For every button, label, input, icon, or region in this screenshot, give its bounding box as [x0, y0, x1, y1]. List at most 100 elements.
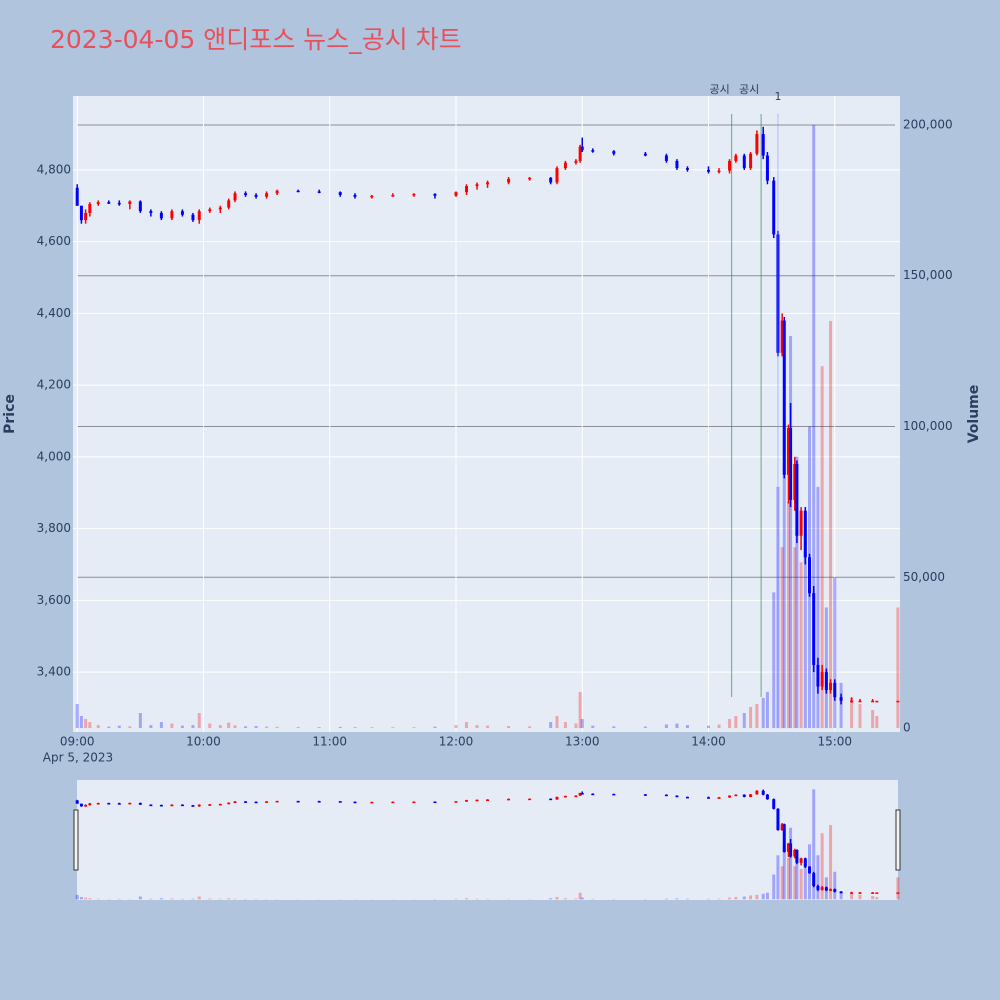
mini-candle-body — [793, 849, 797, 857]
candle-body — [717, 170, 721, 173]
candle-body — [412, 193, 416, 196]
mini-volume-bar — [812, 789, 816, 900]
mini-candle-body — [227, 802, 231, 805]
volume-bar — [820, 366, 824, 729]
mini-volume-bar — [896, 877, 900, 900]
mini-candle-body — [812, 873, 816, 886]
mini-volume-bar — [84, 897, 88, 900]
volume-bar — [803, 516, 807, 729]
range-handle[interactable] — [895, 809, 901, 871]
candle-body — [871, 700, 875, 703]
volume-bar — [79, 716, 83, 729]
mini-volume-bar — [749, 895, 753, 900]
mini-candle-body — [159, 804, 163, 807]
y-axis-title: Price — [2, 394, 18, 434]
candle-body — [580, 146, 584, 151]
candle-body — [803, 510, 807, 558]
candle-body — [734, 155, 738, 161]
mini-candle-body — [507, 798, 511, 801]
y2-tick-label: 150,000 — [903, 268, 953, 282]
mini-candle-body — [685, 796, 689, 799]
mini-volume-bar — [789, 827, 793, 900]
annotation-text: 1 — [774, 90, 781, 103]
volume-bar — [465, 722, 469, 729]
mini-candle-body — [765, 794, 769, 800]
volume-bar — [742, 713, 746, 729]
candle-body — [765, 155, 769, 181]
volume-bar — [707, 725, 711, 729]
candle-body — [858, 700, 862, 703]
mini-candle-body — [563, 795, 567, 798]
candle-body — [475, 184, 479, 187]
mini-volume-bar — [580, 897, 584, 900]
mini-candle-body — [486, 799, 490, 801]
candle-body — [675, 160, 679, 169]
volume-bar — [839, 682, 843, 729]
mini-candle-body — [776, 808, 780, 831]
mini-candle-body — [391, 801, 395, 804]
volume-bar — [829, 320, 833, 729]
mini-candle-body — [612, 793, 616, 796]
mini-candle-body — [79, 803, 83, 807]
candle-body — [761, 134, 765, 156]
y2-tick-label: 200,000 — [903, 117, 953, 131]
candle-body — [138, 201, 142, 212]
volume-bar — [138, 713, 142, 729]
candle-body — [795, 464, 799, 536]
mini-candle-body — [149, 804, 153, 807]
mini-volume-bar — [858, 894, 862, 900]
mini-volume-bar — [555, 897, 559, 900]
mini-candle-body — [265, 801, 269, 803]
candle-body — [370, 195, 374, 198]
volume-bar — [734, 716, 738, 729]
mini-candle-body — [296, 800, 300, 803]
y-tick-label: 4,600 — [37, 234, 71, 248]
candle-body — [391, 195, 395, 197]
volume-bar — [591, 725, 595, 729]
mini-candle-body — [528, 798, 532, 801]
mini-volume-bar — [816, 855, 820, 900]
range-handle[interactable] — [73, 809, 79, 871]
mini-candle-body — [664, 794, 668, 797]
candle-body — [88, 203, 92, 213]
volume-bar — [578, 691, 582, 729]
mini-candle-body — [580, 793, 584, 795]
y-tick-label: 3,600 — [37, 593, 71, 607]
volume-bar — [786, 501, 790, 729]
mini-volume-bar — [227, 898, 231, 900]
volume-bar — [728, 719, 732, 729]
candle-body — [789, 428, 793, 500]
mini-volume-bar — [685, 898, 689, 900]
volume-bar — [197, 713, 201, 729]
y-tick-label: 4,800 — [37, 162, 71, 176]
candle-body — [549, 177, 553, 183]
candle-body — [486, 182, 490, 185]
volume-bar — [486, 725, 490, 729]
volume-bar — [149, 725, 153, 729]
mini-candle-body — [829, 889, 833, 891]
mini-candle-body — [833, 889, 837, 892]
mini-candle-body — [839, 891, 843, 894]
mini-volume-bar — [454, 898, 458, 900]
volume-bar — [896, 607, 900, 729]
candle-body — [555, 168, 559, 183]
volume-bar — [84, 719, 88, 729]
candle-body — [296, 190, 300, 193]
mini-volume-bar — [829, 825, 833, 900]
candle-body — [875, 700, 879, 703]
volume-bar — [833, 577, 837, 729]
mini-candle-body — [555, 796, 559, 800]
mini-volume-bar — [717, 898, 721, 900]
mini-volume-bar — [75, 894, 79, 900]
candle-body — [338, 192, 342, 196]
mini-candle-body — [370, 801, 374, 804]
mini-volume-bar — [138, 896, 142, 900]
chart-title: 2023-04-05 앤디포스 뉴스_공시 차트 — [50, 25, 462, 54]
volume-bar — [96, 725, 100, 729]
volume-bar — [761, 697, 765, 729]
mini-candle-body — [218, 803, 222, 806]
mini-candle-body — [643, 794, 647, 796]
volume-bar — [850, 697, 854, 729]
mini-volume-bar — [578, 892, 582, 900]
mini-candle-body — [780, 824, 784, 831]
